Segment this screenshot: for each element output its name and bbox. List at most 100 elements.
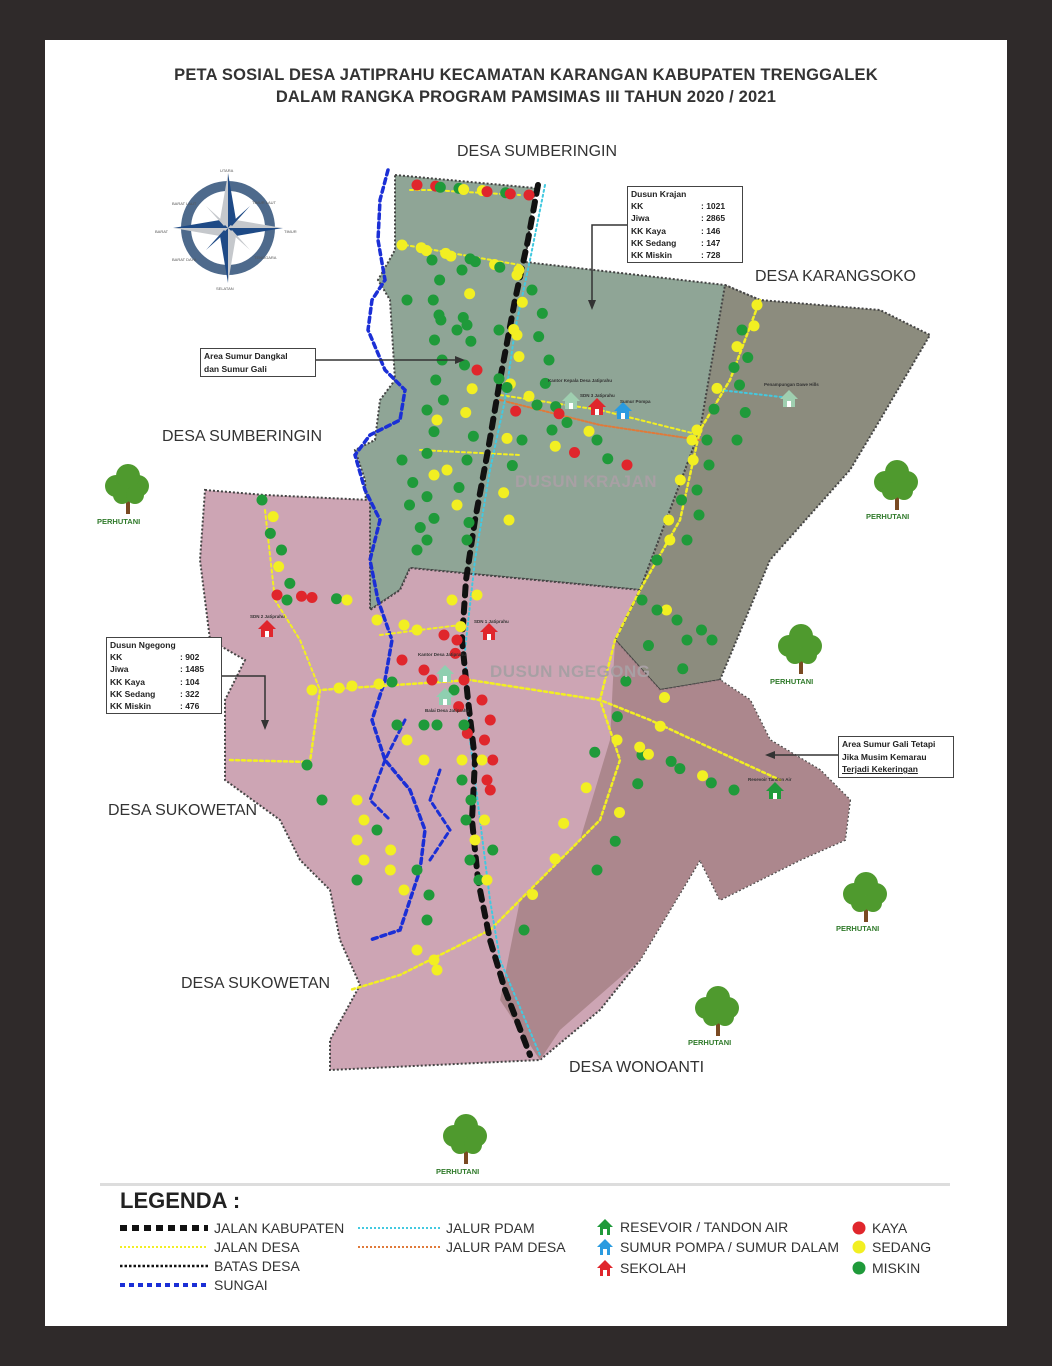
miskin-household-dot bbox=[463, 517, 475, 528]
sedang-household-dot bbox=[527, 888, 539, 900]
tree-trunk bbox=[895, 488, 899, 510]
tree-trunk bbox=[126, 492, 130, 514]
miskin-household-dot bbox=[465, 335, 477, 347]
miskin-household-dot bbox=[708, 403, 720, 415]
miskin-household-dot bbox=[434, 181, 446, 193]
sedang-household-dot bbox=[267, 511, 279, 523]
label-sdn1: SDN 1 Jatiprahu bbox=[474, 619, 509, 624]
sedang-household-dot bbox=[351, 794, 363, 806]
legend-heading: LEGENDA : bbox=[120, 1188, 241, 1213]
note-line: Terjadi Kekeringan bbox=[842, 764, 918, 774]
house-door bbox=[621, 413, 625, 419]
info-key: KK Miskin bbox=[110, 701, 152, 712]
callout-arrows bbox=[222, 224, 840, 756]
miskin-household-dot bbox=[674, 763, 686, 775]
perhutani-label: PERHUTANI bbox=[866, 512, 910, 521]
map-title-line2: DALAM RANGKA PROGRAM PAMSIMAS III TAHUN … bbox=[275, 88, 777, 106]
miskin-household-dot bbox=[371, 824, 383, 836]
school-icon bbox=[588, 398, 606, 415]
kaya-household-dot bbox=[484, 714, 496, 726]
kaya-household-dot bbox=[569, 447, 580, 458]
compass-nw: BARAT LAUT bbox=[172, 201, 197, 206]
sedang-household-dot bbox=[674, 474, 686, 486]
legend-kaya: KAYA bbox=[852, 1220, 907, 1236]
miskin-household-dot bbox=[739, 407, 751, 418]
house-door bbox=[569, 403, 573, 409]
miskin-household-dot bbox=[533, 331, 545, 343]
miskin-household-dot bbox=[728, 362, 740, 373]
sedang-household-dot bbox=[479, 814, 490, 826]
miskin-household-dot bbox=[316, 794, 328, 806]
tree-crown bbox=[885, 460, 909, 484]
miskin-household-dot bbox=[473, 874, 485, 886]
miskin-household-dot bbox=[546, 424, 558, 436]
miskin-household-dot bbox=[414, 522, 426, 533]
miskin-household-dot bbox=[469, 256, 481, 268]
compass-ne: TIMUR LAUT bbox=[252, 200, 276, 205]
note-kekeringan: Area Sumur Gali Tetapi Jika Musim Kemara… bbox=[838, 736, 954, 778]
sedang-household-dot bbox=[451, 499, 463, 511]
miskin-household-dot bbox=[458, 719, 470, 731]
miskin-household-dot bbox=[411, 544, 423, 556]
miskin-household-dot bbox=[428, 512, 440, 524]
kaya-household-dot bbox=[453, 701, 465, 713]
info-value: : 322 bbox=[180, 688, 200, 699]
kaya-household-dot bbox=[438, 629, 450, 641]
kaya-household-dot bbox=[296, 590, 307, 602]
sedang-household-dot bbox=[642, 748, 654, 760]
miskin-household-dot bbox=[467, 430, 479, 442]
tree-crown bbox=[851, 894, 869, 912]
miskin-household-dot bbox=[703, 459, 715, 471]
kantor-kepala-desa-icon bbox=[562, 392, 580, 409]
miskin-household-dot bbox=[731, 434, 743, 446]
label-kantor-desa: Kantor Desa Jatiprahu bbox=[418, 652, 467, 657]
legend-resevoir: RESEVOIR / TANDON AIR bbox=[596, 1218, 788, 1236]
sedang-household-dot bbox=[661, 604, 672, 616]
label-desa-sw2: DESA SUKOWETAN bbox=[181, 975, 331, 992]
sedang-household-dot bbox=[418, 754, 430, 766]
map-title-line1: PETA SOSIAL DESA JATIPRAHU KECAMATAN KAR… bbox=[174, 66, 878, 84]
house-shape bbox=[614, 402, 632, 419]
sedang-household-dot bbox=[481, 874, 493, 886]
sedang-household-dot bbox=[523, 390, 535, 402]
house-shape bbox=[258, 620, 276, 637]
label-desa-west: DESA SUMBERINGIN bbox=[162, 428, 323, 445]
sedang-household-dot bbox=[456, 754, 468, 766]
miskin-household-dot bbox=[448, 684, 460, 696]
area-dusun-ngegong bbox=[198, 488, 852, 1072]
miskin-household-dot bbox=[620, 675, 632, 687]
miskin-household-dot bbox=[506, 460, 518, 472]
label-resevoir: Resevoir Tandon Air bbox=[748, 777, 792, 782]
tree-icon bbox=[443, 1114, 487, 1164]
info-key: KK Sedang bbox=[631, 237, 677, 248]
miskin-household-dot bbox=[421, 447, 433, 459]
kaya-household-dot bbox=[479, 734, 490, 746]
tree-crown bbox=[854, 872, 878, 896]
line-swatch-icon bbox=[120, 1264, 208, 1268]
kaya-household-dot bbox=[449, 647, 461, 659]
kaya-household-dot bbox=[476, 694, 488, 706]
label-desa-north: DESA SUMBERINGIN bbox=[457, 143, 618, 160]
miskin-household-dot bbox=[421, 914, 433, 926]
house-shape bbox=[436, 688, 454, 705]
pump-well-icon bbox=[614, 402, 632, 419]
sedang-household-dot bbox=[466, 383, 478, 395]
sedang-household-dot bbox=[697, 770, 709, 782]
sedang-household-dot bbox=[273, 561, 285, 573]
legend-jalur-pdam: JALUR PDAM bbox=[358, 1220, 535, 1236]
sedang-household-dot bbox=[411, 624, 423, 636]
info-value: : 2865 bbox=[701, 213, 726, 224]
kaya-household-dot bbox=[458, 674, 470, 686]
info-value: : 1485 bbox=[180, 664, 205, 675]
kaya-household-dot bbox=[451, 634, 463, 646]
sedang-household-dot bbox=[691, 424, 703, 436]
legend-label: MISKIN bbox=[872, 1260, 921, 1276]
sedang-household-dot bbox=[306, 684, 318, 696]
miskin-household-dot bbox=[636, 594, 648, 606]
tree-trunk bbox=[716, 1014, 720, 1036]
tree-crown bbox=[454, 1114, 478, 1138]
miskin-household-dot bbox=[642, 640, 654, 652]
pdam-line bbox=[719, 389, 791, 399]
perhutani-label: PERHUTANI bbox=[688, 1038, 732, 1047]
miskin-household-dot bbox=[728, 784, 740, 796]
